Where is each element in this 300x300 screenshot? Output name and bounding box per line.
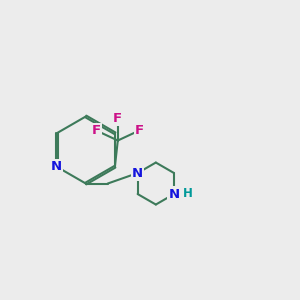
Text: N: N: [169, 188, 180, 200]
Text: N: N: [132, 167, 143, 179]
Text: F: F: [135, 124, 144, 137]
Text: F: F: [113, 112, 122, 125]
Text: F: F: [92, 124, 100, 137]
Text: N: N: [51, 160, 62, 173]
Text: H: H: [183, 187, 193, 200]
